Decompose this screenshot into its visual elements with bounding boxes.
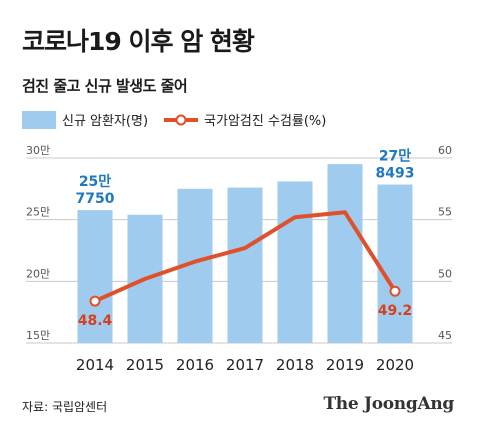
y-right-tick-label: 45 <box>438 329 452 342</box>
bar-data-label: 7750 <box>76 191 115 207</box>
legend: 신규 암환자(명) 국가암검진 수검률(%) <box>22 110 342 129</box>
x-tick-label: 2018 <box>276 356 314 374</box>
legend-line-swatch <box>164 114 199 125</box>
line-data-label: 48.4 <box>78 313 113 329</box>
x-tick-label: 2017 <box>226 356 264 374</box>
chart: 15만 20만 25만 30만 45 50 55 60 2014 2015 2016 2017 2018… <box>26 144 452 374</box>
line-point <box>89 295 101 307</box>
x-tick-label: 2019 <box>326 356 364 374</box>
x-tick-label: 2014 <box>76 356 114 374</box>
bar-data-label: 25만 <box>79 174 111 190</box>
x-tick-label: 2020 <box>376 356 414 374</box>
line-series <box>93 210 397 304</box>
legend-line-label: 국가암검진 수검률(%) <box>204 114 327 129</box>
x-tick-label: 2015 <box>126 356 164 374</box>
legend-bar-swatch <box>22 110 56 129</box>
legend-item-line: 국가암검진 수검률(%) <box>164 110 326 129</box>
y-right-tick-label: 55 <box>438 206 452 219</box>
y-left-tick-label: 25만 <box>26 206 50 219</box>
y-right-tick-label: 60 <box>438 144 452 157</box>
chart-title: 코로나19 이후 암 현황 <box>22 27 255 56</box>
legend-bar-label: 신규 암환자(명) <box>62 114 149 129</box>
y-left-tick-label: 15만 <box>26 329 50 342</box>
bar-data-label: 8493 <box>376 166 415 182</box>
x-tick-label: 2016 <box>176 356 214 374</box>
legend-item-bar: 신규 암환자(명) <box>22 110 148 129</box>
publisher-logo: The JoongAng <box>323 394 454 414</box>
bar <box>277 181 313 343</box>
line-point <box>389 285 401 297</box>
bar <box>327 164 363 343</box>
line-data-label: 49.2 <box>378 303 413 319</box>
bar <box>227 187 263 343</box>
y-left-tick-label: 20만 <box>26 267 50 280</box>
bar <box>377 184 413 343</box>
y-right-tick-label: 50 <box>438 267 452 280</box>
bar <box>77 210 113 343</box>
y-left-tick-label: 30만 <box>26 144 50 157</box>
chart-subtitle: 검진 줄고 신규 발생도 줄어 <box>22 77 188 95</box>
bar-data-label: 27만 <box>379 149 411 165</box>
source-note: 자료: 국립암센터 <box>22 400 108 414</box>
